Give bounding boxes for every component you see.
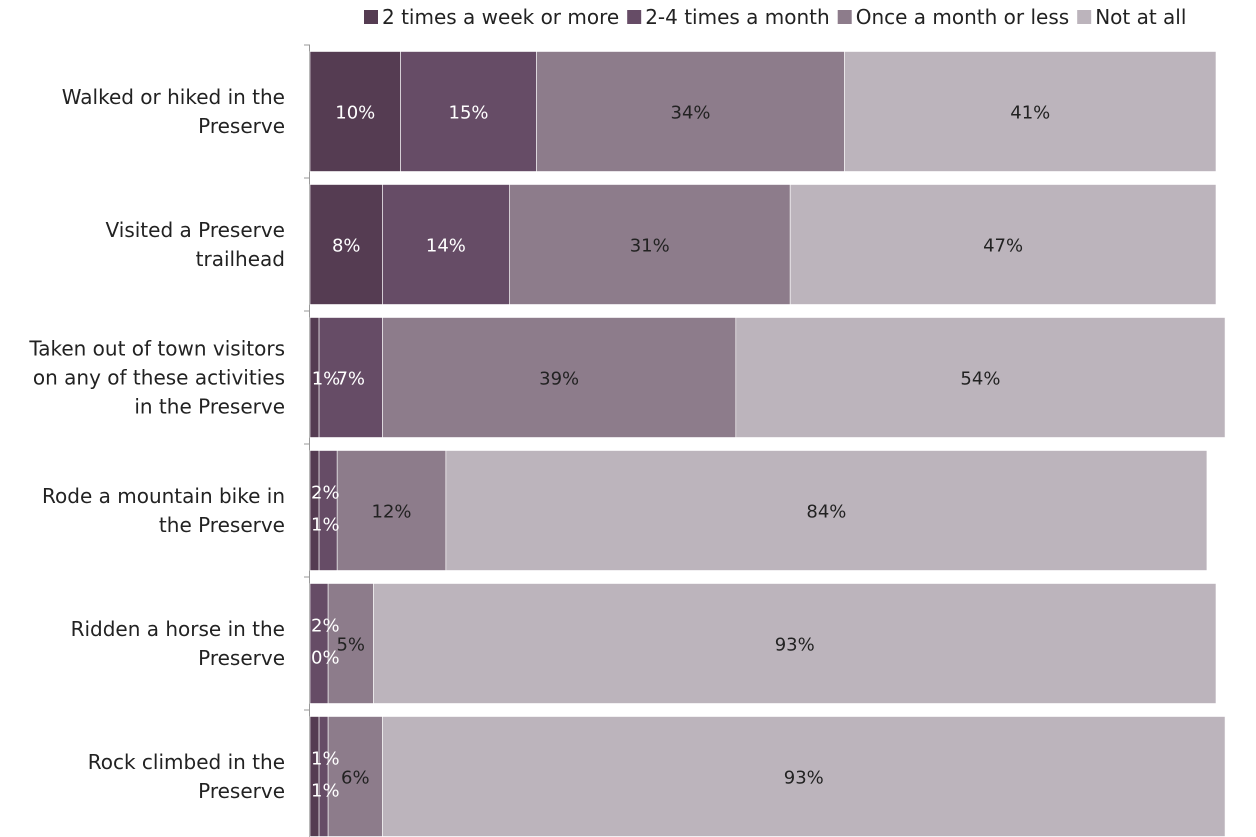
data-label: 0% bbox=[311, 648, 340, 669]
data-label: 5% bbox=[336, 635, 365, 656]
legend-swatch bbox=[1077, 10, 1092, 24]
bar-segment bbox=[327, 716, 383, 837]
bar-segment bbox=[373, 583, 1217, 704]
bar-segment bbox=[309, 583, 329, 704]
data-label: 2% bbox=[311, 483, 340, 504]
bar-segment bbox=[382, 317, 737, 438]
data-label: 93% bbox=[775, 635, 815, 656]
legend-label: 2-4 times a month bbox=[645, 5, 830, 29]
data-label: 31% bbox=[630, 236, 670, 257]
data-label: 2% bbox=[311, 616, 340, 637]
data-label: 12% bbox=[372, 502, 412, 523]
data-label: 1% bbox=[312, 369, 341, 390]
bar-segment bbox=[400, 51, 537, 172]
legend-swatch bbox=[364, 10, 378, 24]
bar-segment bbox=[309, 716, 320, 837]
bar-segment bbox=[445, 450, 1208, 571]
legend-label: Not at all bbox=[1095, 5, 1186, 29]
legend-swatch bbox=[837, 10, 852, 24]
bar-segment bbox=[735, 317, 1226, 438]
bar-segment bbox=[536, 51, 845, 172]
bar-segment bbox=[789, 184, 1217, 305]
category-label: Visited a Preserve trailhead bbox=[106, 218, 285, 271]
legend-swatch bbox=[627, 10, 642, 24]
data-label: 6% bbox=[341, 768, 370, 789]
data-label: 93% bbox=[784, 768, 824, 789]
data-label: 39% bbox=[539, 369, 579, 390]
legend-label: Once a month or less bbox=[856, 5, 1069, 29]
data-label: 47% bbox=[983, 236, 1023, 257]
data-label: 7% bbox=[336, 369, 365, 390]
data-label: 8% bbox=[332, 236, 361, 257]
bar-segment bbox=[318, 450, 338, 571]
bar-segment bbox=[336, 450, 447, 571]
bar-segment bbox=[318, 716, 329, 837]
data-label: 34% bbox=[671, 103, 711, 124]
bar-segment bbox=[309, 51, 401, 172]
data-label: 54% bbox=[960, 369, 1000, 390]
category-label: Taken out of town visitors on any of thes… bbox=[28, 337, 285, 419]
bar-segment bbox=[382, 716, 1226, 837]
data-label: 14% bbox=[426, 236, 466, 257]
category-label: Walked or hiked in the Preserve bbox=[62, 85, 285, 138]
category-label: Rode a mountain bike in the Preserve bbox=[42, 484, 285, 537]
category-label: Rock climbed in the Preserve bbox=[88, 750, 285, 803]
data-label: 41% bbox=[1010, 103, 1050, 124]
bar-segment bbox=[509, 184, 791, 305]
data-label: 1% bbox=[311, 749, 340, 770]
data-label: 15% bbox=[449, 103, 489, 124]
bar-segment bbox=[309, 184, 383, 305]
bar-segment bbox=[844, 51, 1217, 172]
data-label: 84% bbox=[806, 502, 846, 523]
bar-segment bbox=[309, 450, 320, 571]
bar-segment bbox=[382, 184, 510, 305]
data-label: 1% bbox=[311, 781, 340, 802]
category-label: Ridden a horse in the Preserve bbox=[71, 617, 285, 670]
legend-label: 2 times a week or more bbox=[382, 5, 619, 29]
data-label: 10% bbox=[335, 103, 375, 124]
data-label: 1% bbox=[311, 515, 340, 536]
